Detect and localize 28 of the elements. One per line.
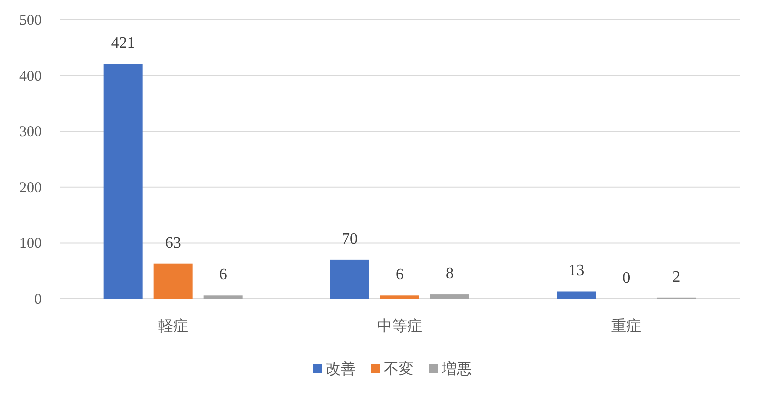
bar: [380, 296, 420, 299]
data-label: 0: [622, 270, 631, 287]
data-label: 13: [568, 262, 585, 280]
data-label: 421: [111, 35, 136, 52]
data-label: 70: [342, 230, 358, 248]
y-tick-label: 300: [20, 124, 42, 141]
bar: [204, 296, 243, 299]
legend-label: 改善: [326, 361, 356, 378]
x-tick-label: 軽症: [158, 318, 188, 335]
bar: [557, 292, 596, 299]
data-label: 6: [396, 266, 404, 284]
y-tick-label: 0: [34, 292, 42, 308]
y-tick-label: 200: [20, 180, 42, 196]
data-label: 6: [219, 266, 228, 284]
bar: [330, 260, 370, 299]
data-label: 8: [446, 266, 454, 283]
y-tick-label: 100: [20, 236, 42, 252]
legend-label: 不変: [384, 361, 414, 378]
x-tick-label: 中等症: [378, 318, 422, 335]
x-tick-label: 重症: [612, 318, 642, 335]
bar: [430, 294, 470, 299]
bar: [104, 64, 143, 299]
y-tick-label: 500: [20, 13, 42, 29]
data-label: 63: [165, 234, 182, 252]
data-label: 2: [672, 268, 681, 286]
bar: [154, 264, 193, 299]
y-tick-label: 400: [20, 68, 42, 85]
legend-label: 増悪: [441, 361, 472, 378]
